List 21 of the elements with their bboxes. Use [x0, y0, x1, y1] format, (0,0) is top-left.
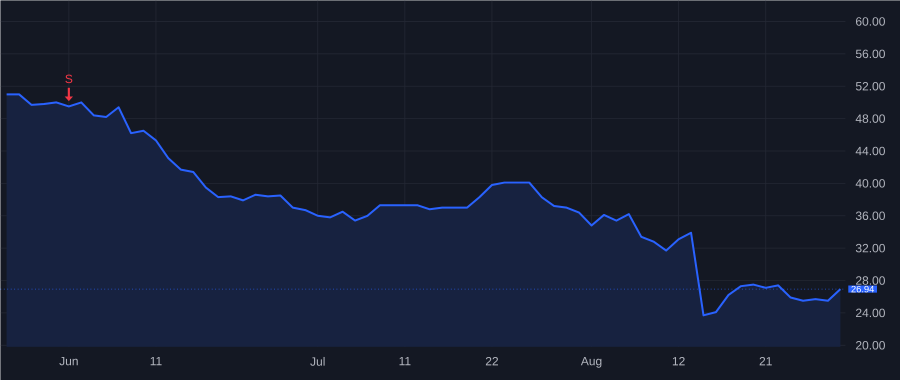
y-tick-label: 44.00	[856, 146, 885, 156]
x-tick-label: Jun	[59, 356, 78, 366]
y-tick-label: 48.00	[856, 114, 885, 123]
x-tick-label: 21	[760, 356, 772, 366]
y-tick-label: 36.00	[856, 211, 885, 220]
y-tick-label: 40.00	[856, 179, 885, 188]
x-tick-label: Aug	[580, 356, 602, 368]
x-tick-label: 22	[486, 356, 498, 366]
y-tick-label: 56.00	[856, 49, 885, 58]
y-tick-label: 60.00	[856, 17, 885, 26]
y-tick-label: 52.00	[856, 82, 885, 90]
y-tick-label: 28.00	[856, 276, 885, 285]
x-tick-label: 11	[400, 356, 410, 366]
y-tick-label: 24.00	[856, 308, 885, 318]
x-tick-label: 12	[672, 356, 685, 366]
x-tick-label: 11	[150, 356, 162, 366]
y-tick-label: 20.00	[856, 340, 885, 350]
y-tick-label: 32.00	[856, 244, 885, 252]
ref-line-label: 26.94	[851, 286, 874, 292]
annotation: S	[65, 74, 72, 83]
x-tick-label: Jul	[310, 356, 325, 366]
